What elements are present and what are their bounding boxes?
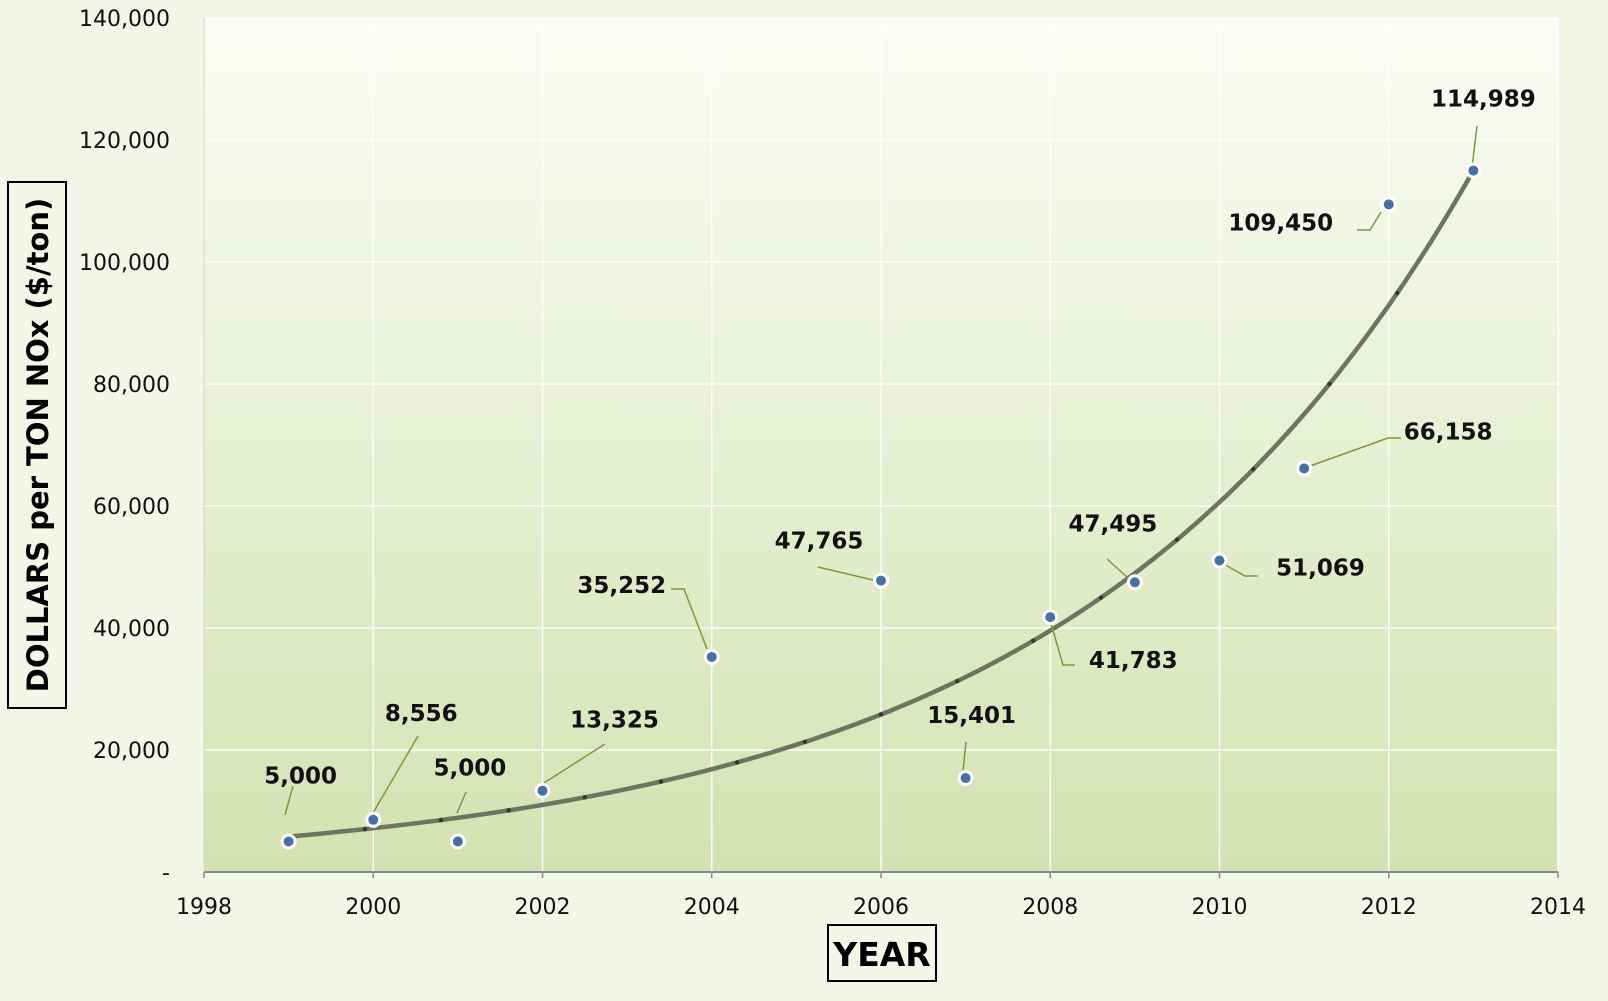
data-point bbox=[283, 836, 294, 847]
trendline-marker bbox=[1098, 595, 1104, 600]
data-label: 13,325 bbox=[570, 708, 659, 734]
y-tick-label: 120,000 bbox=[79, 129, 170, 154]
trendline-marker bbox=[878, 712, 884, 717]
leader-line bbox=[543, 743, 606, 784]
x-tick-label: 2014 bbox=[1530, 895, 1586, 920]
data-point bbox=[1129, 577, 1140, 588]
data-label: 15,401 bbox=[927, 703, 1016, 729]
data-label: 5,000 bbox=[433, 756, 506, 782]
trendline-layer bbox=[286, 168, 1476, 839]
leader-line bbox=[671, 588, 708, 650]
data-label: 47,495 bbox=[1068, 511, 1157, 537]
trendline-marker bbox=[438, 817, 444, 823]
data-label: 114,989 bbox=[1431, 87, 1536, 113]
y-axis-title: DOLLARS per TON NOx ($/ton) bbox=[21, 198, 55, 693]
x-tick-label: 2002 bbox=[515, 895, 571, 920]
leader-line bbox=[1357, 211, 1382, 231]
trendline-marker bbox=[1251, 466, 1256, 472]
leader-line bbox=[1309, 437, 1401, 467]
data-point bbox=[1383, 199, 1394, 210]
data-label: 35,252 bbox=[577, 573, 666, 599]
leader-line bbox=[456, 791, 467, 814]
leader-line bbox=[1221, 562, 1258, 577]
trendline-marker bbox=[362, 826, 367, 832]
trendline-marker bbox=[734, 760, 740, 765]
trendline-marker bbox=[658, 779, 664, 784]
trendline-marker bbox=[1031, 638, 1036, 643]
data-point bbox=[368, 814, 379, 825]
x-tick-label: 2000 bbox=[345, 895, 401, 920]
leader-line bbox=[372, 735, 419, 814]
data-label: 66,158 bbox=[1404, 419, 1493, 445]
data-labels: 5,000 8,556 5,000 13,325 35,252 47,765 15,401 4… bbox=[264, 87, 1536, 790]
data-point bbox=[452, 836, 463, 847]
leader-line bbox=[1471, 125, 1478, 168]
x-tick-label: 2012 bbox=[1361, 895, 1417, 920]
x-tick-label: 2010 bbox=[1192, 895, 1248, 920]
data-label: 5,000 bbox=[264, 764, 337, 790]
axes: - 20,000 40,000 60,000 80,000 100,000 120,000 1… bbox=[79, 7, 1586, 920]
y-tick-label: 80,000 bbox=[93, 373, 170, 398]
gridlines bbox=[204, 17, 1559, 872]
leader-line bbox=[962, 741, 967, 772]
x-axis-title: YEAR bbox=[832, 935, 930, 974]
data-point bbox=[1468, 165, 1479, 176]
y-tick-label: 100,000 bbox=[79, 251, 170, 276]
x-tick-label: 1998 bbox=[176, 895, 232, 920]
data-point bbox=[706, 651, 717, 662]
x-axis-title-box bbox=[827, 924, 937, 982]
trendline-marker bbox=[802, 739, 808, 745]
y-axis-title-box bbox=[7, 181, 67, 709]
data-point bbox=[960, 773, 971, 784]
x-tick-label: 2008 bbox=[1022, 895, 1078, 920]
leader-line bbox=[1049, 619, 1075, 666]
leader-line bbox=[817, 566, 874, 581]
leader-line bbox=[1106, 558, 1129, 579]
data-label: 47,765 bbox=[775, 529, 864, 555]
trendline-marker bbox=[1395, 290, 1400, 296]
trendline-marker bbox=[954, 678, 960, 684]
y-tick-label: - bbox=[162, 861, 170, 886]
y-tick-label: 60,000 bbox=[93, 495, 170, 520]
data-label: 109,450 bbox=[1228, 210, 1333, 236]
data-points bbox=[280, 162, 1482, 850]
x-tick-label: 2004 bbox=[684, 895, 740, 920]
y-tick-label: 20,000 bbox=[93, 739, 170, 764]
leader-line bbox=[284, 785, 294, 816]
data-label: 41,783 bbox=[1089, 648, 1178, 674]
data-label: 51,069 bbox=[1276, 555, 1365, 581]
data-point bbox=[537, 785, 548, 796]
data-point bbox=[1299, 463, 1310, 474]
trendline-marker bbox=[582, 795, 588, 800]
trendline-marker bbox=[1327, 381, 1332, 387]
x-tick-label: 2006 bbox=[853, 895, 909, 920]
data-point bbox=[1045, 612, 1056, 623]
axis-titles: DOLLARS per TON NOx ($/ton) YEAR bbox=[7, 181, 937, 982]
data-point bbox=[1214, 555, 1225, 566]
y-tick-label: 40,000 bbox=[93, 617, 170, 642]
y-tick-label: 140,000 bbox=[79, 7, 170, 32]
trendline-marker bbox=[1174, 537, 1180, 542]
trendline-marker bbox=[506, 808, 511, 813]
leader-lines bbox=[284, 125, 1478, 816]
data-point bbox=[876, 575, 886, 586]
data-label: 8,556 bbox=[385, 701, 458, 727]
